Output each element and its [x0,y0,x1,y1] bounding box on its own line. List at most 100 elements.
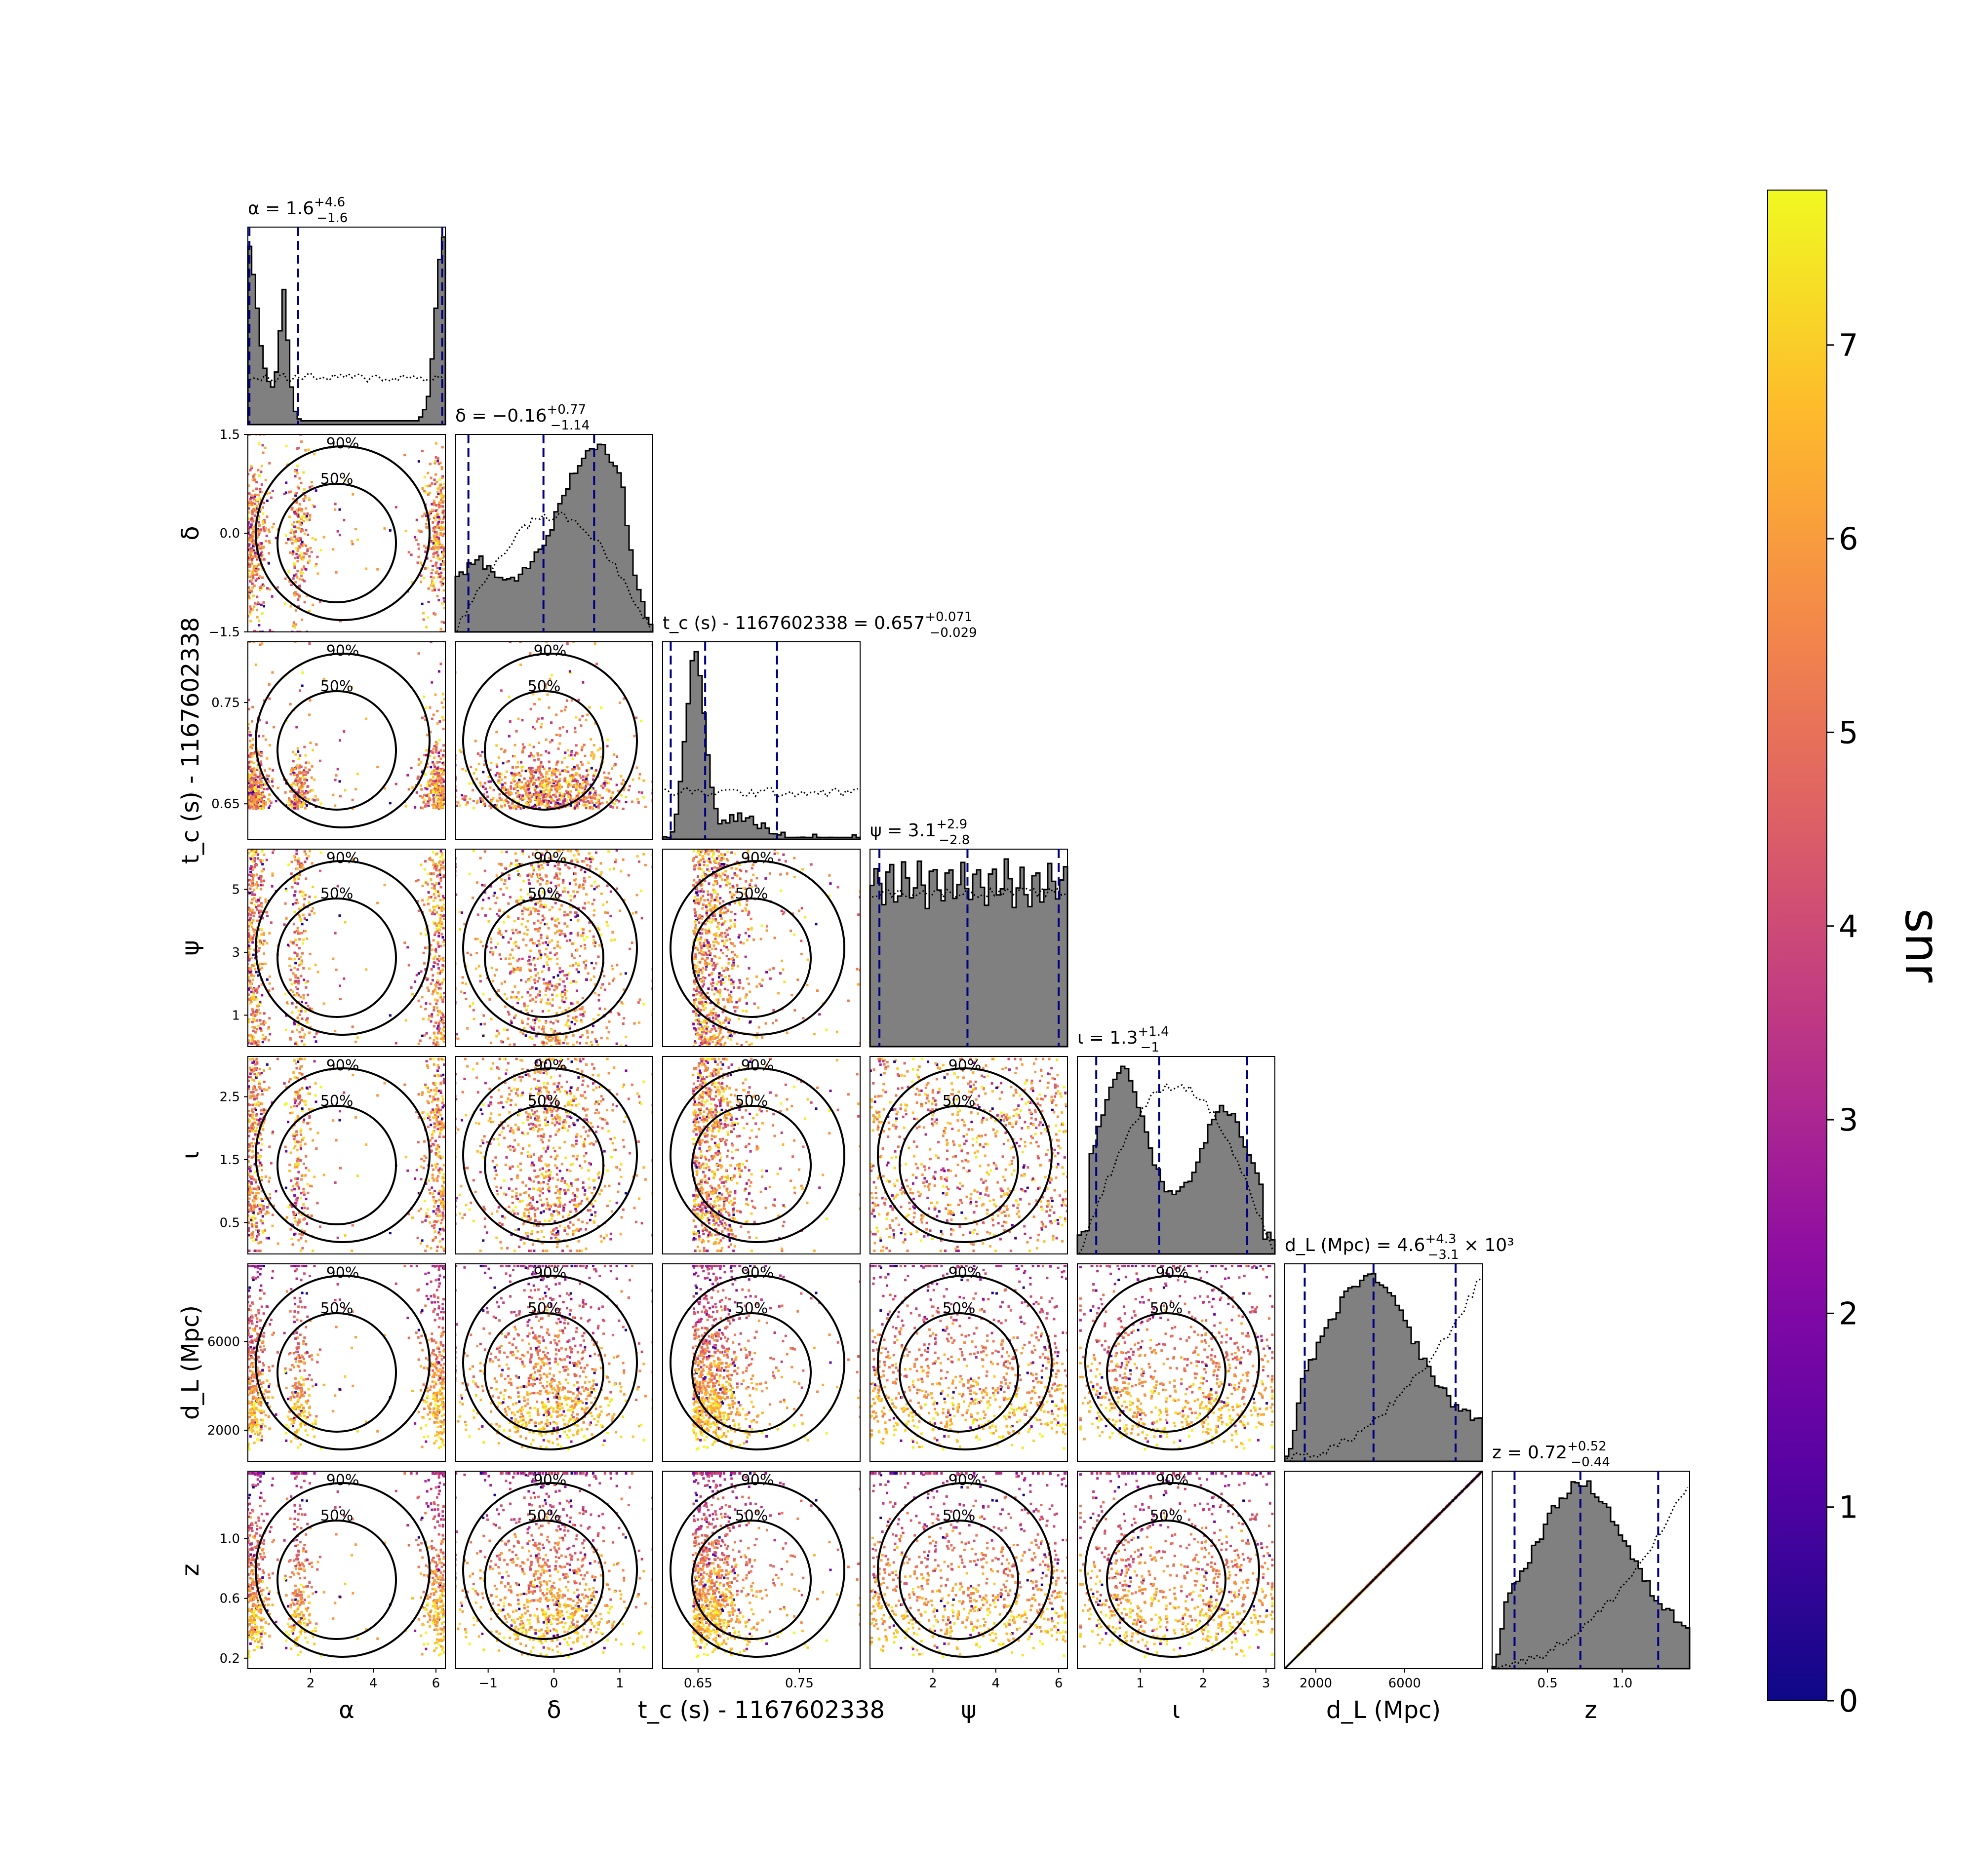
sample-point [542,1044,545,1047]
sample-point [442,630,445,632]
sample-point [442,509,445,512]
sample-point [778,859,781,861]
sample-point [636,798,639,801]
sample-point [424,1008,427,1011]
sample-point [315,1032,318,1035]
sample-point [248,1034,250,1037]
sample-point [542,795,545,798]
sample-point [595,867,598,870]
sample-point [612,806,615,809]
sample-point [303,1043,306,1046]
sample-point [558,783,561,786]
sample-point [300,771,303,774]
sample-point [294,901,297,904]
sample-point [694,911,697,914]
sample-point [252,1011,255,1014]
sample-point [441,936,444,939]
sample-point [434,482,436,485]
sample-point [441,511,444,514]
sample-point [304,1010,307,1013]
sample-point [581,997,584,1000]
sample-point [635,894,638,897]
sample-point [436,1041,439,1044]
sample-point [530,938,533,941]
sample-point [250,562,253,565]
sample-point [584,947,587,950]
sample-point [556,867,559,870]
sample-point [439,792,442,795]
sample-point [297,598,300,601]
sample-point [442,727,445,730]
sample-point [638,773,641,776]
sample-point [310,1008,313,1011]
sample-point [266,787,269,790]
sample-point [828,895,831,898]
sample-point [583,779,586,782]
sample-point [503,883,506,886]
sample-point [524,925,527,928]
sample-point [292,750,295,753]
sample-point [530,773,533,776]
sample-point [566,913,569,916]
sample-point [266,492,269,495]
sample-point [431,770,434,773]
sample-point [258,620,261,623]
sample-point [293,772,296,775]
sample-point [568,670,571,673]
sample-point [248,586,250,589]
sample-point [336,885,339,888]
sample-point [252,743,255,746]
sample-point [428,511,431,514]
sample-point [526,786,529,789]
sample-point [248,987,250,990]
sample-point [334,804,337,807]
sample-point [427,795,430,798]
sample-point [423,962,426,965]
sample-point [557,922,560,925]
sample-point [253,478,256,481]
sample-point [254,795,257,798]
sample-point [692,1010,695,1013]
sample-point [531,1010,534,1013]
sample-point [534,968,537,971]
sample-point [584,880,587,883]
sample-point [257,791,260,794]
sample-point [555,987,558,990]
sample-point [543,779,546,782]
sample-point [294,799,297,802]
sample-point [307,561,310,564]
sample-point [259,968,262,971]
sample-point [284,577,287,580]
sample-point [299,434,302,436]
sample-point [261,793,264,796]
sample-point [594,941,597,944]
sample-point [436,460,439,463]
sample-point [554,1019,557,1022]
sample-point [259,772,262,775]
sample-point [249,597,252,600]
sample-point [296,862,299,865]
sample-point [602,903,605,906]
sample-point [251,860,254,863]
sample-point [249,867,252,870]
sample-point [298,477,301,480]
sample-point [558,742,561,745]
sample-point [441,968,444,971]
sample-point [252,752,255,755]
sample-point [255,881,258,884]
sample-point [285,542,288,545]
sample-point [514,940,517,943]
sample-point [253,897,256,899]
sample-point [512,798,515,801]
sample-point [602,786,605,789]
sample-point [296,992,299,995]
sample-point [532,872,535,875]
sample-point [297,487,300,490]
sample-point [248,1039,251,1042]
sample-point [547,782,550,785]
sample-point [694,1019,697,1022]
sample-point [314,565,317,568]
sample-point [461,794,464,797]
sample-point [636,855,639,858]
sample-point [423,903,426,906]
